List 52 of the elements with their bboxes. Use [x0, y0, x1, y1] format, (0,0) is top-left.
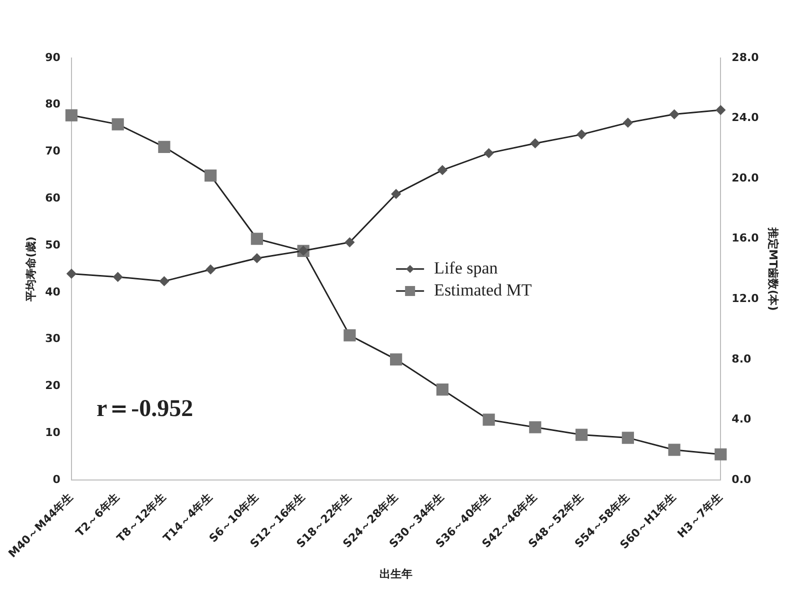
y-tick-label: 30 — [45, 332, 61, 346]
y2-tick-label: 4.0 — [732, 412, 752, 426]
point — [482, 414, 495, 426]
y-tick-label: 60 — [45, 192, 61, 205]
y2-axis-title: 推定MT歯数(本) — [766, 226, 780, 311]
point — [575, 428, 588, 441]
point — [436, 384, 448, 396]
y-tick-label: 50 — [45, 238, 61, 252]
point — [112, 118, 124, 130]
point — [250, 232, 263, 245]
y-tick-label: 10 — [45, 426, 61, 439]
point — [716, 105, 726, 115]
point — [204, 170, 217, 182]
point — [252, 253, 262, 263]
point — [158, 140, 170, 153]
y-axis-title: 平均寿命(歳) — [24, 236, 38, 303]
y-tick-label: 90 — [45, 50, 61, 64]
point — [391, 189, 401, 199]
y2-tick-label: 24.0 — [732, 111, 760, 124]
point — [390, 353, 402, 366]
point — [623, 118, 633, 128]
point — [65, 109, 78, 122]
legend-label: Estimated MT — [434, 280, 532, 300]
point — [438, 165, 448, 175]
y2-tick-label: 28.0 — [732, 50, 760, 64]
y2-tick-label: 8.0 — [732, 352, 752, 366]
y-tick-label: 80 — [45, 98, 61, 111]
y-tick-label: 0 — [52, 472, 61, 486]
point — [529, 421, 542, 434]
y-tick-label: 70 — [45, 144, 61, 158]
y2-tick-label: 0.0 — [732, 472, 752, 486]
point — [670, 110, 680, 120]
y2-tick-label: 20.0 — [732, 171, 760, 184]
y-tick-label: 20 — [45, 379, 61, 392]
legend-label: Life span — [434, 258, 498, 278]
point — [206, 264, 216, 274]
point — [576, 130, 586, 140]
point — [622, 432, 634, 444]
point — [668, 444, 680, 456]
point — [344, 238, 354, 248]
annotation: r＝-0.952 — [96, 396, 194, 422]
x-axis-title: 出生年 — [380, 567, 413, 580]
y2-tick-label: 16.0 — [732, 232, 760, 245]
point — [714, 448, 727, 460]
y-tick-label: 40 — [45, 285, 61, 298]
point — [530, 138, 540, 148]
point — [66, 268, 76, 278]
y2-tick-label: 12.0 — [732, 292, 760, 306]
point — [344, 329, 356, 342]
point — [113, 272, 123, 282]
point — [159, 276, 169, 286]
point — [484, 148, 494, 158]
